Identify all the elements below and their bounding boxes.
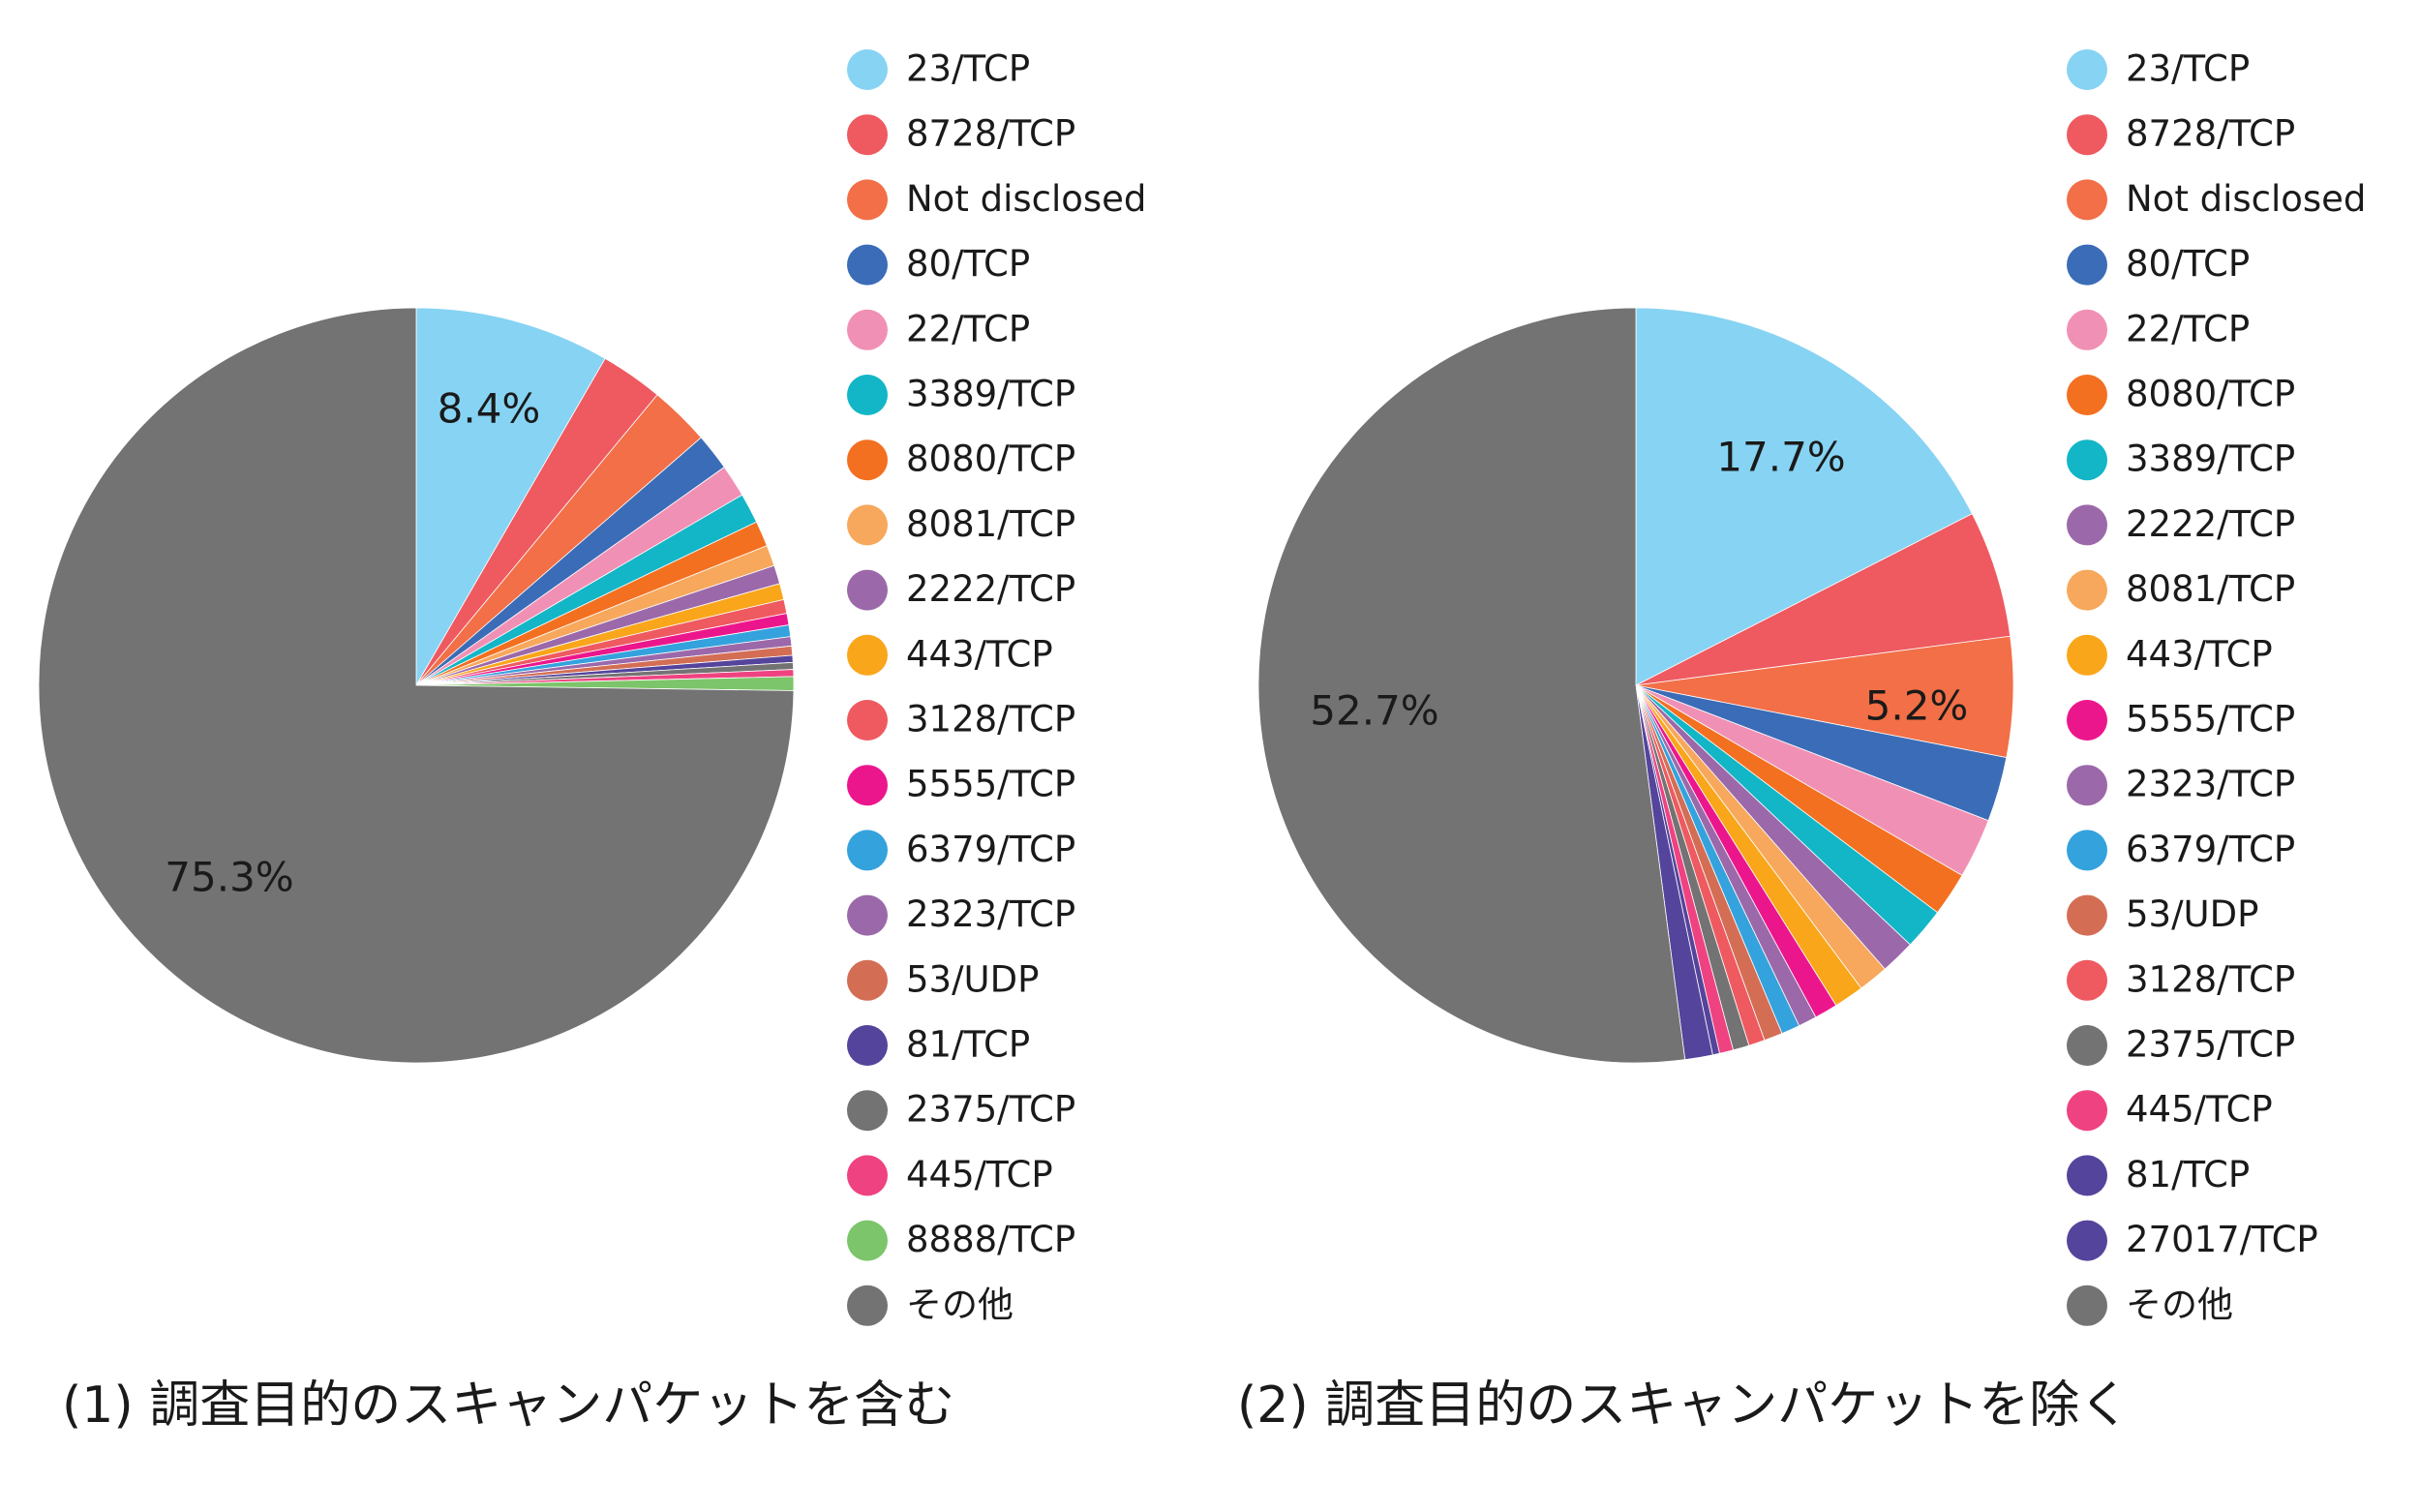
legend-label: 2323/TCP	[2126, 764, 2295, 805]
legend-swatch	[2067, 1155, 2107, 1196]
legend-swatch	[2067, 569, 2107, 611]
chart-title: (2) 調査目的のスキャンパケットを除く	[1237, 1376, 2130, 1435]
legend-label: 445/TCP	[906, 1154, 1053, 1195]
slice-value-label: 5.2%	[1865, 682, 1969, 730]
legend-label: 8081/TCP	[906, 503, 1075, 545]
legend-swatch	[847, 959, 888, 1001]
legend-label: その他	[2126, 1284, 2233, 1325]
legend-label: Not disclosed	[906, 178, 1146, 220]
legend-swatch	[847, 634, 888, 676]
legend-label: 23/TCP	[2126, 48, 2250, 90]
legend-swatch	[847, 439, 888, 481]
legend-swatch	[2067, 830, 2107, 871]
legend-label: 5555/TCP	[2126, 699, 2295, 741]
legend-label: 8081/TCP	[2126, 568, 2295, 610]
legend-swatch	[2067, 1285, 2107, 1326]
legend-swatch	[847, 894, 888, 936]
slice-value-label: 75.3%	[165, 854, 293, 901]
legend-label: Not disclosed	[2126, 178, 2366, 220]
legend-label: 22/TCP	[2126, 308, 2250, 349]
pie-slice-その他	[38, 307, 795, 1064]
legend-label: 8080/TCP	[2126, 374, 2295, 415]
legend-label: 53/UDP	[2126, 893, 2258, 935]
legend-swatch	[2067, 309, 2107, 350]
legend-swatch	[847, 765, 888, 806]
legend-label: 443/TCP	[2126, 633, 2273, 675]
slice-value-label: 8.4%	[438, 385, 541, 433]
pie-slice-8728/TCP	[1635, 513, 2012, 686]
legend-swatch	[847, 700, 888, 741]
legend-label: 81/TCP	[2126, 1154, 2250, 1195]
legend-label: 8888/TCP	[906, 1219, 1075, 1260]
legend-swatch	[847, 1220, 888, 1261]
legend-label: 8728/TCP	[906, 113, 1075, 155]
pie-slice-その他	[1257, 307, 1686, 1064]
legend-label: 2222/TCP	[2126, 503, 2295, 545]
legend-swatch	[2067, 1090, 2107, 1132]
legend-label: 2323/TCP	[906, 893, 1075, 935]
slice-value-label: 17.7%	[1716, 434, 1845, 481]
legend-swatch	[2067, 634, 2107, 676]
legend-label: 2375/TCP	[906, 1089, 1075, 1131]
pie-chart-2: 17.7% 5.2% 52.7% 23/TCP 8728/TCP Not disclose…	[1237, 48, 2366, 1436]
legend-swatch	[847, 1285, 888, 1326]
legend-label: 6379/TCP	[906, 829, 1075, 870]
legend-swatch	[2067, 439, 2107, 481]
legend-swatch	[847, 569, 888, 611]
legend-label: 3128/TCP	[906, 699, 1075, 741]
legend-swatch	[2067, 49, 2107, 90]
legend-swatch	[847, 179, 888, 221]
legend-label: 8728/TCP	[2126, 113, 2295, 155]
legend-label: 3389/TCP	[2126, 438, 2295, 480]
legend-label: 53/UDP	[906, 958, 1039, 1000]
legend-swatch	[2067, 1025, 2107, 1066]
legend-swatch	[847, 504, 888, 546]
chart-title: (1) 調査目的のスキャンパケットを含む	[62, 1376, 954, 1435]
legend-swatch	[847, 375, 888, 415]
legend-label: 80/TCP	[2126, 243, 2250, 285]
pie-chart-1: 8.4% 75.3% 23/TCP 8728/TCP Not disclosed 80/T…	[38, 48, 1146, 1435]
legend-label: 2222/TCP	[906, 568, 1075, 610]
legend-label: 23/TCP	[906, 48, 1030, 90]
legend-label: 3128/TCP	[2126, 958, 2295, 1000]
legend-label: その他	[906, 1284, 1013, 1325]
legend-swatch	[2067, 894, 2107, 936]
legend-swatch	[2067, 959, 2107, 1001]
legend-swatch	[2067, 1220, 2107, 1261]
legend-label: 5555/TCP	[906, 764, 1075, 805]
legend-swatch	[2067, 375, 2107, 415]
legend-swatch	[847, 1025, 888, 1066]
legend-swatch	[847, 830, 888, 871]
legend-swatch	[2067, 114, 2107, 156]
legend-label: 445/TCP	[2126, 1089, 2273, 1131]
legend-label: 6379/TCP	[2126, 829, 2295, 870]
legend-label: 22/TCP	[906, 308, 1030, 349]
legend-label: 80/TCP	[906, 243, 1030, 285]
legend-label: 81/TCP	[906, 1024, 1030, 1066]
legend-swatch	[2067, 179, 2107, 221]
legend-label: 3389/TCP	[906, 374, 1075, 415]
legend-swatch	[847, 49, 888, 90]
legend-swatch	[847, 1155, 888, 1196]
legend-label: 8080/TCP	[906, 438, 1075, 480]
legend-swatch	[847, 114, 888, 156]
legend-swatch	[2067, 700, 2107, 741]
legend-label: 443/TCP	[906, 633, 1053, 675]
legend-swatch	[847, 309, 888, 350]
legend-label: 2375/TCP	[2126, 1024, 2295, 1066]
legend-swatch	[847, 244, 888, 286]
pie-slice-23/TCP	[1635, 307, 1973, 686]
legend-swatch	[847, 1090, 888, 1132]
legend-swatch	[2067, 504, 2107, 546]
slice-value-label: 52.7%	[1310, 687, 1438, 735]
legend-label: 27017/TCP	[2126, 1219, 2318, 1260]
legend-swatch	[2067, 765, 2107, 806]
legend-swatch	[2067, 244, 2107, 286]
pie-slice-23/TCP	[415, 307, 606, 687]
